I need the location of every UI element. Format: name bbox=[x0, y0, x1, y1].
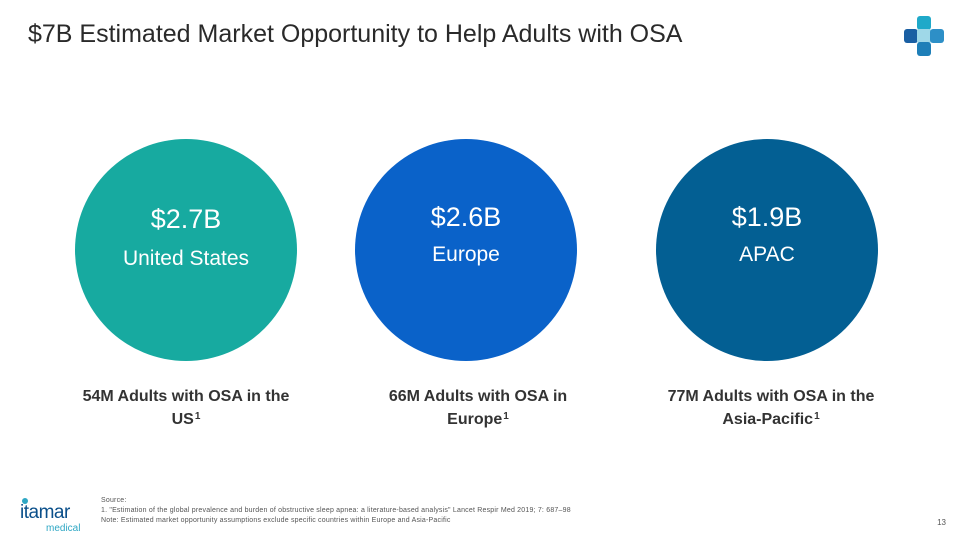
market-region: United States bbox=[122, 247, 250, 270]
logo-subtitle: medical bbox=[46, 523, 81, 534]
market-amount: $2.7B bbox=[150, 204, 222, 234]
caption-text: 66M Adults with OSA in Europe bbox=[388, 388, 568, 428]
assumption-note: Note: Estimated market opportunity assum… bbox=[101, 517, 451, 524]
slide-title: $7B Estimated Market Opportunity to Help… bbox=[28, 20, 683, 48]
medical-cross-icon bbox=[904, 16, 944, 56]
logo-dot bbox=[22, 498, 28, 504]
footnote-ref: 1 bbox=[194, 411, 201, 422]
footnote-ref: 1 bbox=[503, 411, 509, 422]
caption-text: 77M Adults with OSA in the Asia-Pacific bbox=[667, 388, 875, 428]
page-number: 13 bbox=[937, 518, 946, 527]
market-region: Europe bbox=[432, 243, 500, 266]
market-amount: $2.6B bbox=[430, 202, 502, 232]
market-circle-us: $2.7B United States bbox=[75, 139, 297, 361]
footnotes: Source: 1. "Estimation of the global pre… bbox=[101, 496, 901, 526]
market-caption-us: 54M Adults with OSA in the US1 bbox=[66, 387, 306, 430]
market-circle-apac: $1.9B APAC bbox=[656, 139, 878, 361]
logo-wordmark: itamar bbox=[20, 502, 70, 523]
market-circle-europe: $2.6B Europe bbox=[355, 139, 577, 361]
market-amount: $1.9B bbox=[731, 202, 803, 232]
caption-text: 54M Adults with OSA in the US bbox=[82, 388, 290, 428]
company-logo: itamar medical bbox=[18, 496, 88, 536]
source-label: Source: bbox=[101, 497, 127, 504]
footnote-ref: 1 bbox=[814, 411, 820, 422]
market-caption-europe: 66M Adults with OSA in Europe1 bbox=[358, 387, 598, 430]
market-region: APAC bbox=[739, 243, 795, 266]
market-caption-apac: 77M Adults with OSA in the Asia-Pacific1 bbox=[651, 387, 891, 430]
source-citation: 1. "Estimation of the global prevalence … bbox=[101, 507, 571, 514]
